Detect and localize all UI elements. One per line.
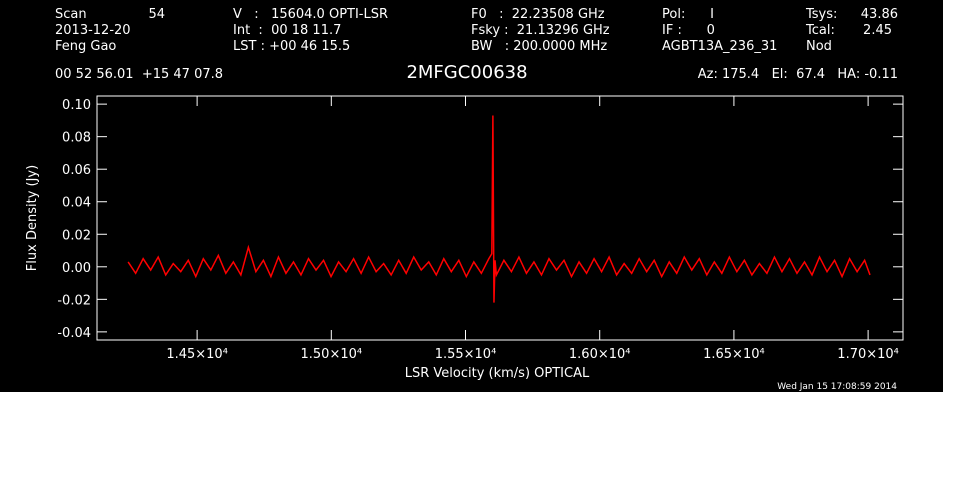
y-tick-label: 0.08 xyxy=(62,131,91,146)
y-tick-label: -0.02 xyxy=(57,293,91,308)
y-tick-label: 0.00 xyxy=(62,261,91,276)
procedure: Nod xyxy=(806,39,832,54)
x-tick-label: 1.55×10⁴ xyxy=(435,347,497,362)
chart-title: 2MFGC00638 xyxy=(406,62,527,83)
spectrum-line xyxy=(127,115,871,303)
lst: LST : +00 46 15.5 xyxy=(233,39,350,54)
coords: 00 52 56.01 +15 47 07.8 xyxy=(55,67,223,82)
integration: Int : 00 18 11.7 xyxy=(233,23,341,38)
f0: F0 : 22.23508 GHz xyxy=(471,7,605,22)
project: AGBT13A_236_31 xyxy=(662,39,777,54)
y-tick-label: 0.06 xyxy=(62,163,91,178)
x-tick-label: 1.45×10⁴ xyxy=(166,347,228,362)
plot-frame xyxy=(96,95,904,341)
date: 2013-12-20 xyxy=(55,23,131,38)
tcal: 2.45 xyxy=(863,23,892,38)
x-tick-label: 1.50×10⁴ xyxy=(301,347,363,362)
x-tick-label: 1.70×10⁴ xyxy=(837,347,899,362)
y-tick-label: 0.04 xyxy=(62,196,91,211)
pointing: Az: 175.4 El: 67.4 HA: -0.11 xyxy=(698,67,898,82)
fsky: Fsky : 21.13296 GHz xyxy=(471,23,610,38)
tcal-label: Tcal: xyxy=(805,23,835,38)
scan-label: Scan xyxy=(55,7,87,22)
x-tick-label: 1.60×10⁴ xyxy=(569,347,631,362)
scan: 54 xyxy=(148,7,165,22)
velocity: V : 15604.0 OPTI-LSR xyxy=(233,7,388,22)
y-axis-label: Flux Density (Jy) xyxy=(25,165,40,271)
y-tick-label: 0.02 xyxy=(62,228,91,243)
if: IF : 0 xyxy=(662,23,715,38)
tsys-label: Tsys: xyxy=(805,7,837,22)
bandwidth: BW : 200.0000 MHz xyxy=(471,39,607,54)
pol: Pol: I xyxy=(662,7,714,22)
y-tick-label: -0.04 xyxy=(57,326,91,341)
observer: Feng Gao xyxy=(55,39,116,54)
x-tick-label: 1.65×10⁴ xyxy=(703,347,765,362)
x-axis-label: LSR Velocity (km/s) OPTICAL xyxy=(405,366,590,381)
header: Scan 54 2013-12-20 Feng Gao V : 15604.0 … xyxy=(55,7,898,83)
timestamp: Wed Jan 15 17:08:59 2014 xyxy=(777,382,897,392)
y-tick-label: 0.10 xyxy=(62,98,91,113)
plot-background xyxy=(0,0,943,392)
tsys: 43.86 xyxy=(861,7,898,22)
